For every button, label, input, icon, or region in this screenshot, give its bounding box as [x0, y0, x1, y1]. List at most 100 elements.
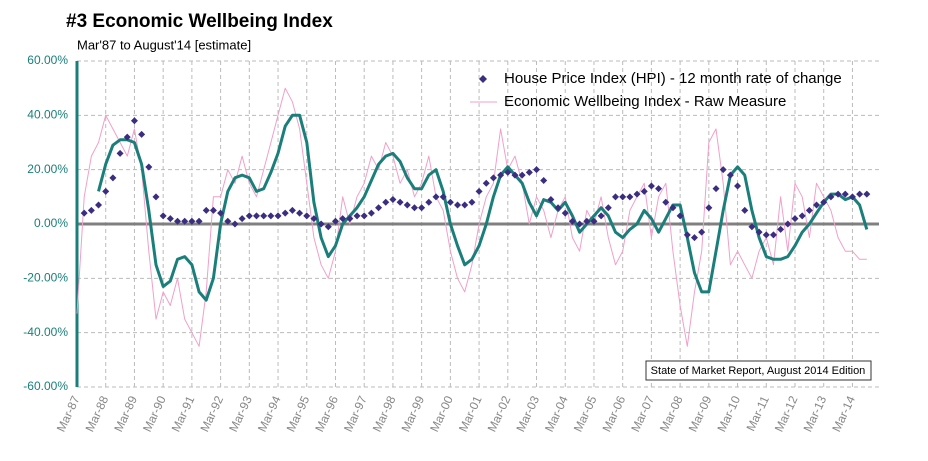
x-tick-label: Mar-90	[140, 393, 169, 434]
hpi-point	[841, 190, 849, 198]
hpi-point	[798, 212, 806, 220]
hpi-point	[525, 168, 533, 176]
hpi-point	[253, 212, 260, 220]
hpi-point	[123, 133, 131, 141]
legend-label: Economic Wellbeing Index - Raw Measure	[504, 93, 786, 110]
chart-subtitle: Mar'87 to August'14 [estimate]	[77, 37, 251, 52]
hpi-point	[784, 220, 792, 228]
hpi-point	[734, 182, 742, 190]
x-tick-label: Mar-11	[743, 393, 772, 433]
hpi-point	[540, 177, 548, 185]
hpi-point	[647, 182, 655, 190]
hpi-point	[590, 217, 598, 225]
x-tick-label: Mar-92	[197, 393, 226, 434]
y-tick-label: 60.00%	[27, 53, 68, 67]
hpi-point	[655, 185, 663, 193]
hpi-point	[547, 196, 555, 204]
hpi-point	[863, 190, 871, 198]
hpi-point	[217, 209, 225, 217]
hpi-point	[813, 201, 821, 209]
hpi-point	[612, 193, 619, 201]
x-tick-label: Mar-08	[657, 393, 686, 434]
hpi-point	[209, 206, 217, 214]
hpi-point	[805, 206, 813, 214]
x-tick-label: Mar-94	[255, 393, 284, 434]
y-tick-label: 20.00%	[27, 162, 68, 176]
hpi-point	[497, 171, 505, 179]
hpi-point	[777, 225, 785, 233]
hpi-point	[396, 198, 404, 206]
hpi-point	[267, 212, 275, 220]
hpi-point	[353, 212, 361, 220]
hpi-point	[310, 215, 318, 223]
x-tick-label: Mar-12	[772, 393, 801, 434]
x-tick-label: Mar-13	[801, 393, 830, 434]
x-tick-label: Mar-05	[571, 393, 600, 434]
legend-label: House Price Index (HPI) - 12 month rate …	[504, 70, 842, 87]
hpi-point	[597, 212, 605, 220]
x-tick-label: Mar-93	[226, 393, 255, 434]
hpi-point	[748, 223, 756, 231]
hpi-point	[705, 204, 713, 212]
x-tick-label: Mar-02	[485, 393, 514, 434]
hpi-point	[633, 190, 641, 198]
hpi-point	[482, 179, 490, 187]
y-tick-label: -40.00%	[23, 325, 68, 339]
x-tick-label: Mar-91	[169, 393, 198, 434]
hpi-point	[719, 166, 727, 174]
x-tick-label: Mar-98	[370, 393, 399, 434]
hpi-point	[109, 174, 117, 182]
hpi-point	[181, 217, 189, 225]
hpi-point	[511, 171, 519, 179]
hpi-point	[224, 217, 232, 225]
hpi-point	[454, 201, 462, 209]
hpi-point	[116, 149, 124, 157]
x-tick-label: Mar-10	[714, 393, 743, 434]
hpi-point	[274, 212, 282, 220]
hpi-point	[690, 234, 698, 242]
hpi-point	[138, 130, 146, 138]
hpi-point	[425, 198, 433, 206]
hpi-point	[260, 212, 268, 220]
annotation: State of Market Report, August 2014 Edit…	[651, 365, 866, 377]
hpi-point	[324, 223, 332, 231]
hpi-point	[475, 187, 483, 195]
x-tick-label: Mar-01	[456, 393, 485, 434]
x-tick-label: Mar-03	[513, 393, 542, 434]
hpi-point	[604, 204, 612, 212]
hpi-point	[245, 212, 253, 220]
hpi-point	[676, 212, 684, 220]
hpi-point	[468, 198, 476, 206]
hpi-point	[339, 215, 347, 223]
hpi-point	[755, 228, 763, 236]
hpi-point	[403, 201, 411, 209]
hpi-point	[626, 193, 634, 201]
hpi-point	[288, 206, 296, 214]
x-tick-label: Mar-06	[600, 393, 629, 434]
hpi-point	[762, 231, 770, 239]
x-tick-label: Mar-88	[83, 393, 112, 434]
chart-title: #3 Economic Wellbeing Index	[66, 11, 333, 32]
x-tick-label: Mar-87	[54, 393, 83, 434]
hpi-point	[281, 209, 289, 217]
hpi-point	[188, 217, 196, 225]
hpi-point	[791, 215, 799, 223]
hpi-point	[554, 204, 562, 212]
hpi-point	[619, 193, 627, 201]
hpi-point	[848, 193, 856, 201]
x-tick-label: Mar-07	[628, 393, 657, 434]
hpi-point	[439, 193, 447, 201]
hpi-point	[159, 212, 167, 220]
hpi-point	[698, 228, 706, 236]
x-tick-label: Mar-00	[427, 393, 456, 434]
hpi-point	[561, 209, 569, 217]
y-tick-label: -60.00%	[23, 379, 68, 393]
hpi-point	[87, 206, 95, 214]
hpi-point	[145, 163, 153, 171]
raw-line	[76, 87, 867, 347]
hpi-point	[662, 198, 670, 206]
y-tick-label: 0.00%	[34, 216, 68, 230]
hpi-point	[331, 217, 339, 225]
hpi-point	[518, 171, 526, 179]
